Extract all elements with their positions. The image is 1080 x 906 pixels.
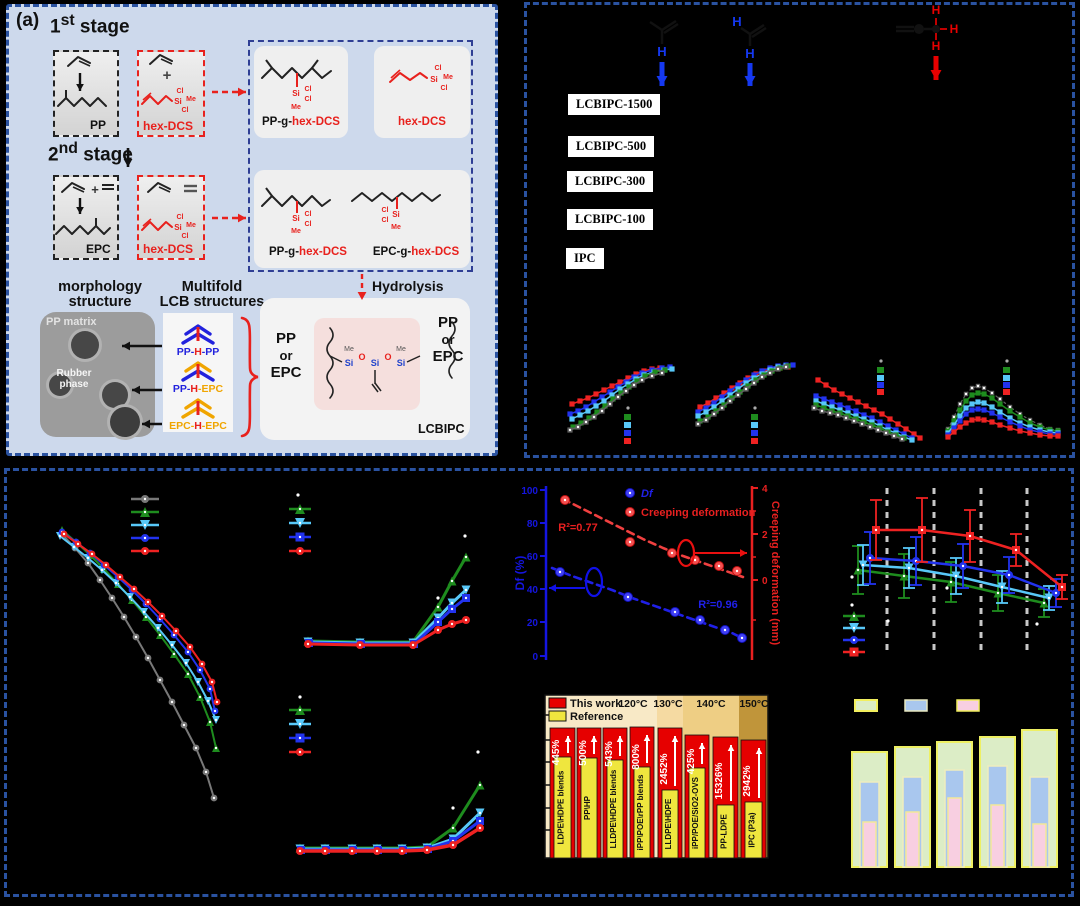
- graft-products-box: [254, 170, 470, 268]
- lcb-structures-box: [163, 313, 233, 432]
- epc-g-hexdcs-label: EPC-g-hex-DCS: [372, 246, 460, 258]
- sample-label-lcbipc-300: LCBIPC-300: [567, 171, 654, 192]
- right-pp-or-epc: PP or EPC: [432, 314, 464, 365]
- sample-label-lcbipc-100: LCBIPC-100: [567, 209, 654, 230]
- panel-bottom-plots: [4, 468, 1074, 897]
- hydrolysis-label: Hydrolysis: [372, 278, 444, 294]
- morphology-title: morphology structure: [58, 279, 142, 310]
- morphology-graphic: PP matrix Rubber phase: [40, 312, 155, 437]
- pp-label: PP: [90, 118, 107, 132]
- pp-g-hexdcs-label2: PP-g-hex-DCS: [269, 246, 347, 258]
- lcb-label-pp-h-epc: PP-H-EPC: [172, 383, 224, 395]
- rubber-particle: [110, 407, 140, 437]
- epc-label: EPC: [86, 242, 111, 256]
- hexdcs-label: hex-DCS: [143, 119, 194, 133]
- sample-label-ipc: IPC: [566, 248, 604, 269]
- rubber-phase-label: Rubber phase: [56, 368, 92, 390]
- hexdcs-label2: hex-DCS: [143, 242, 194, 256]
- lcb-label-epc-h-epc: EPC-H-EPC: [169, 420, 227, 432]
- lcb-label-pp-h-pp: PP-H-PP: [176, 346, 220, 358]
- lcbipc-silane-core: [314, 318, 420, 410]
- panel-a-label: (a): [16, 10, 40, 31]
- sample-label-lcbipc-1500: LCBIPC-1500: [568, 94, 661, 115]
- products-outline-box: [248, 40, 473, 272]
- rubber-particle: [49, 374, 71, 396]
- sample-label-lcbipc-500: LCBIPC-500: [568, 136, 655, 157]
- stage2-heading: 2nd stage: [48, 140, 133, 166]
- hexdcs-product-box: [374, 46, 470, 138]
- pp-reactant-box: [53, 50, 119, 137]
- rubber-particle: [102, 382, 128, 408]
- pp-matrix-label: PP matrix: [46, 316, 97, 328]
- lcbipc-label: LCBIPC: [418, 422, 465, 436]
- rubber-particle: [71, 331, 99, 359]
- left-pp-or-epc: PP or EPC: [270, 330, 302, 381]
- stage1-heading: 1st stage: [50, 12, 130, 38]
- pp-g-hexdcs-label: PP-g-hex-DCS: [262, 116, 340, 128]
- panel-b-nmr: [524, 2, 1075, 458]
- multifold-title: Multifold LCB structures: [159, 279, 265, 310]
- hexdcs-product-label: hex-DCS: [398, 116, 446, 128]
